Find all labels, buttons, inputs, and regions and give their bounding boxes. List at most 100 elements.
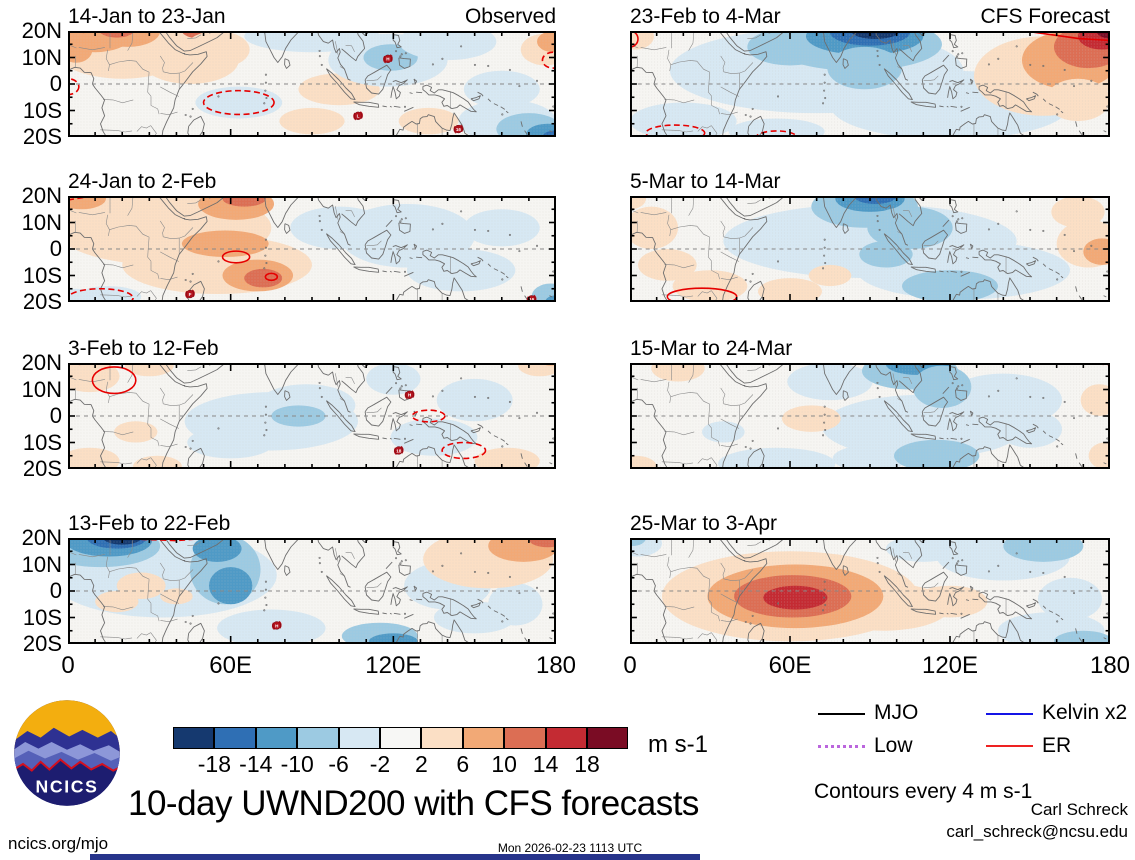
map-observed-4: H [68,538,556,644]
colorbar-tick-label: 14 [532,751,559,777]
lon-axis-label: 60E [768,652,812,679]
colorbar-tick-label: 18 [574,751,600,777]
lat-axis-label: 20N [21,525,62,550]
lon-axis-label: 120E [921,652,979,679]
colorbar-cell [297,727,339,749]
svg-text:H: H [275,623,279,628]
lat-axis-label: 0 [49,236,62,261]
lat-axis-label: 20S [22,289,62,314]
lat-axis-label: 10N [21,551,62,577]
svg-text:18: 18 [396,448,402,453]
panel-date-range: 14-Jan to 23-Jan [68,5,226,28]
legend-label-mjo: MJO [874,701,919,724]
colorbar-tick-label: -14 [239,751,273,777]
map-forecast-3 [630,363,1110,469]
panel-observed-4: 13-Feb to 22-Feb H [68,512,556,644]
map-forecast-1 [630,31,1110,137]
contour-interval-note: Contours every 4 m s-1 [814,780,1033,803]
legend-line-low [818,745,865,748]
lat-axis-label: 20S [22,631,62,656]
colorbar-cell [545,727,587,749]
lon-axis-label: 0 [61,652,75,679]
panel-date-range: 5-Mar to 14-Mar [630,170,781,193]
colorbar-tick-label: -6 [328,751,349,777]
footer-timestamp: Mon 2026-02-23 1113 UTC [497,841,643,855]
colorbar-tick-label: -10 [280,751,314,777]
cyclone-icon: 16 [453,124,464,134]
lon-axis-label: 60E [209,652,252,679]
svg-text:L: L [357,114,360,119]
panel-date-range: 25-Mar to 3-Apr [630,512,778,535]
legend-label-low: Low [874,734,913,757]
cyclone-icon: L [353,111,363,121]
lat-axis-label: 20N [21,350,62,375]
panel-title: 5-Mar to 14-Mar [630,170,1110,196]
colorbar-cell [255,727,298,749]
colorbar-units: m s-1 [648,731,708,758]
colorbar-cell [379,727,422,749]
lat-axis-label: 10S [22,97,62,123]
panel-forecast-4: 25-Mar to 3-Apr [630,512,1110,644]
map-forecast-2 [630,196,1110,302]
panel-forecast-2: 5-Mar to 14-Mar [630,170,1110,302]
colorbar-cell [462,727,505,749]
panel-date-range: 23-Feb to 4-Mar [630,5,781,28]
panel-forecast-3: 15-Mar to 24-Mar [630,337,1110,469]
panel-date-range: 15-Mar to 24-Mar [630,337,793,360]
map-observed-3: H 18 [68,363,556,469]
panel-observed-2: 24-Jan to 2-Feb F 16 [68,170,556,302]
legend-label-kelvin: Kelvin x2 [1042,701,1128,724]
cyclone-icon: H [271,620,282,631]
logo-text: NCICS [36,777,99,797]
panel-source-label: CFS Forecast [980,5,1110,28]
panel-title: 14-Jan to 23-Jan Observed [68,5,556,31]
panel-date-range: 3-Feb to 12-Feb [68,337,219,360]
panel-title: 13-Feb to 22-Feb [68,512,556,538]
legend-line-kelvin [986,713,1033,715]
lat-axis-label: 10N [21,209,62,235]
colorbar-tick-label: 6 [456,751,470,777]
lat-axis-label: 20N [21,18,62,43]
footer-bar [90,854,700,860]
cyclone-icon: 18 [393,445,404,456]
panel-observed-1: 14-Jan to 23-Jan Observed H L 16 [68,5,556,137]
legend-line-mjo [818,713,865,715]
svg-text:H: H [408,393,412,398]
footer-url: ncics.org/mjo [8,834,109,853]
lat-axis-label: 10S [22,262,62,288]
panel-observed-3: 3-Feb to 12-Feb H 18 [68,337,556,469]
colorbar-tick-label: 2 [414,751,428,777]
lat-axis-label: 0 [49,578,62,603]
colorbar-cell [214,727,256,749]
svg-text:16: 16 [456,127,462,132]
panel-forecast-1: 23-Feb to 4-Mar CFS Forecast [630,5,1110,137]
ncics-logo: NCICS [14,700,120,806]
svg-text:H: H [386,57,390,62]
map-forecast-4 [630,538,1110,644]
lon-axis-label: 0 [623,652,637,679]
colorbar-cell [504,727,546,749]
panel-title: 24-Jan to 2-Feb [68,170,556,196]
lon-axis-label: 120E [365,652,422,679]
cyclone-icon: H [404,390,415,400]
panel-title: 3-Feb to 12-Feb [68,337,556,363]
svg-text:F: F [189,292,192,297]
map-observed-1: H L 16 [68,31,556,137]
lat-axis-label: 20N [21,183,62,208]
panel-title: 23-Feb to 4-Mar CFS Forecast [630,5,1110,31]
colorbar-tick-label: -18 [197,751,232,777]
panel-date-range: 13-Feb to 22-Feb [68,512,231,535]
lon-axis-label: 180 [535,652,577,679]
map-observed-2: F 16 [68,196,556,302]
legend-line-er [986,745,1033,747]
legend-label-er: ER [1042,734,1072,757]
colorbar-cell [421,727,463,749]
lat-axis-label: 10S [22,604,62,630]
credit-email: carl_schreck@ncsu.edu [946,822,1128,841]
panel-title: 15-Mar to 24-Mar [630,337,1110,363]
cyclone-icon: H [383,54,393,64]
panel-title: 25-Mar to 3-Apr [630,512,1110,538]
lat-axis-label: 10N [21,376,62,402]
colorbar-tick-label: -2 [369,751,391,777]
